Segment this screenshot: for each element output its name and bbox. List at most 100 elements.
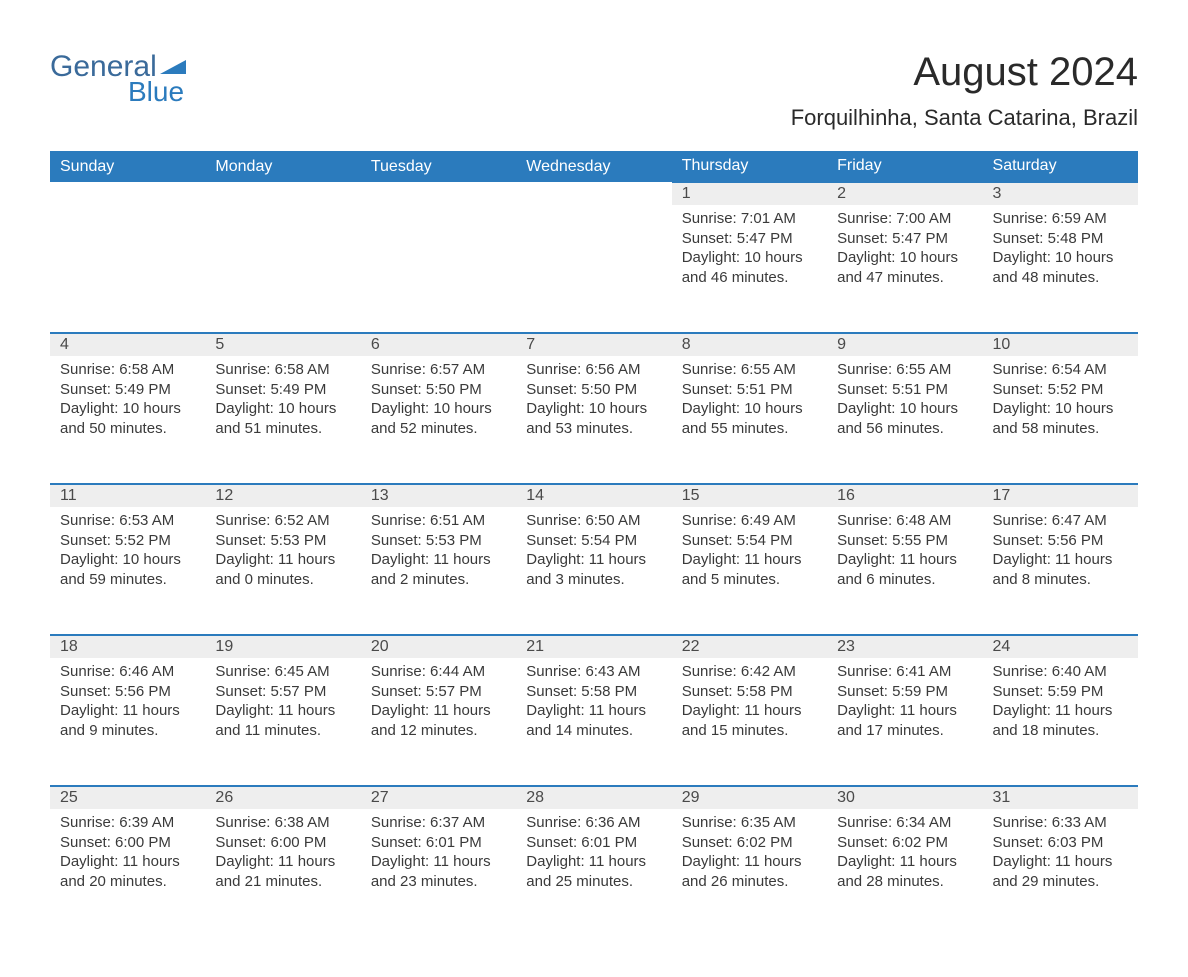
- day-cell: [361, 205, 516, 333]
- sunrise-text: Sunrise: 6:33 AM: [993, 813, 1128, 833]
- daylight-text: Daylight: 11 hours and 8 minutes.: [993, 550, 1128, 589]
- day-number: 11: [50, 484, 205, 507]
- day-number: 16: [827, 484, 982, 507]
- sunrise-text: Sunrise: 6:39 AM: [60, 813, 195, 833]
- sunrise-text: Sunrise: 6:45 AM: [215, 662, 350, 682]
- sunset-text: Sunset: 5:51 PM: [837, 380, 972, 400]
- sunset-text: Sunset: 5:49 PM: [60, 380, 195, 400]
- daylight-text: Daylight: 10 hours and 56 minutes.: [837, 399, 972, 438]
- daylight-text: Daylight: 11 hours and 28 minutes.: [837, 852, 972, 891]
- day-cell: Sunrise: 7:01 AMSunset: 5:47 PMDaylight:…: [672, 205, 827, 333]
- sunrise-text: Sunrise: 6:52 AM: [215, 511, 350, 531]
- sunrise-text: Sunrise: 6:44 AM: [371, 662, 506, 682]
- sunrise-text: Sunrise: 6:40 AM: [993, 662, 1128, 682]
- day-number: 5: [205, 333, 360, 356]
- day-cell: Sunrise: 6:57 AMSunset: 5:50 PMDaylight:…: [361, 356, 516, 484]
- day-number: 8: [672, 333, 827, 356]
- sunset-text: Sunset: 5:51 PM: [682, 380, 817, 400]
- sunrise-text: Sunrise: 6:37 AM: [371, 813, 506, 833]
- sunrise-text: Sunrise: 6:57 AM: [371, 360, 506, 380]
- title-block: August 2024 Forquilhinha, Santa Catarina…: [791, 50, 1138, 131]
- location: Forquilhinha, Santa Catarina, Brazil: [791, 105, 1138, 131]
- day-cell: Sunrise: 6:52 AMSunset: 5:53 PMDaylight:…: [205, 507, 360, 635]
- sunset-text: Sunset: 5:57 PM: [215, 682, 350, 702]
- day-cell: Sunrise: 6:48 AMSunset: 5:55 PMDaylight:…: [827, 507, 982, 635]
- day-number: 13: [361, 484, 516, 507]
- sunset-text: Sunset: 5:53 PM: [215, 531, 350, 551]
- daylight-text: Daylight: 11 hours and 11 minutes.: [215, 701, 350, 740]
- sunrise-text: Sunrise: 6:47 AM: [993, 511, 1128, 531]
- day-cell: Sunrise: 6:58 AMSunset: 5:49 PMDaylight:…: [205, 356, 360, 484]
- daylight-text: Daylight: 10 hours and 53 minutes.: [526, 399, 661, 438]
- day-number: 19: [205, 635, 360, 658]
- daylight-text: Daylight: 11 hours and 23 minutes.: [371, 852, 506, 891]
- sunrise-text: Sunrise: 6:55 AM: [682, 360, 817, 380]
- daylight-text: Daylight: 11 hours and 18 minutes.: [993, 701, 1128, 740]
- sunset-text: Sunset: 6:02 PM: [682, 833, 817, 853]
- daylight-text: Daylight: 10 hours and 51 minutes.: [215, 399, 350, 438]
- daylight-text: Daylight: 11 hours and 21 minutes.: [215, 852, 350, 891]
- sunset-text: Sunset: 5:52 PM: [60, 531, 195, 551]
- sunset-text: Sunset: 5:52 PM: [993, 380, 1128, 400]
- sunrise-text: Sunrise: 6:55 AM: [837, 360, 972, 380]
- daylight-text: Daylight: 11 hours and 0 minutes.: [215, 550, 350, 589]
- sunset-text: Sunset: 5:56 PM: [60, 682, 195, 702]
- sunset-text: Sunset: 5:50 PM: [371, 380, 506, 400]
- weekday-header: Monday: [205, 151, 360, 182]
- sunset-text: Sunset: 5:56 PM: [993, 531, 1128, 551]
- daylight-text: Daylight: 10 hours and 55 minutes.: [682, 399, 817, 438]
- weekday-header: Saturday: [983, 151, 1138, 182]
- day-number: 6: [361, 333, 516, 356]
- sunset-text: Sunset: 5:48 PM: [993, 229, 1128, 249]
- sunset-text: Sunset: 5:59 PM: [993, 682, 1128, 702]
- sunset-text: Sunset: 5:50 PM: [526, 380, 661, 400]
- day-number: 17: [983, 484, 1138, 507]
- sunrise-text: Sunrise: 6:48 AM: [837, 511, 972, 531]
- weekday-header: Wednesday: [516, 151, 671, 182]
- sunset-text: Sunset: 5:47 PM: [682, 229, 817, 249]
- daylight-text: Daylight: 11 hours and 9 minutes.: [60, 701, 195, 740]
- daylight-text: Daylight: 10 hours and 58 minutes.: [993, 399, 1128, 438]
- day-number: 2: [827, 182, 982, 205]
- sunset-text: Sunset: 5:49 PM: [215, 380, 350, 400]
- sunset-text: Sunset: 5:53 PM: [371, 531, 506, 551]
- day-number: 4: [50, 333, 205, 356]
- day-cell: Sunrise: 6:55 AMSunset: 5:51 PMDaylight:…: [827, 356, 982, 484]
- sunset-text: Sunset: 5:58 PM: [682, 682, 817, 702]
- day-cell: Sunrise: 6:40 AMSunset: 5:59 PMDaylight:…: [983, 658, 1138, 786]
- day-number: 14: [516, 484, 671, 507]
- sunset-text: Sunset: 5:54 PM: [682, 531, 817, 551]
- day-number: [516, 182, 671, 205]
- day-content-row: Sunrise: 7:01 AMSunset: 5:47 PMDaylight:…: [50, 205, 1138, 333]
- sunset-text: Sunset: 5:47 PM: [837, 229, 972, 249]
- sunset-text: Sunset: 5:57 PM: [371, 682, 506, 702]
- day-cell: Sunrise: 6:42 AMSunset: 5:58 PMDaylight:…: [672, 658, 827, 786]
- day-content-row: Sunrise: 6:46 AMSunset: 5:56 PMDaylight:…: [50, 658, 1138, 786]
- day-cell: Sunrise: 6:46 AMSunset: 5:56 PMDaylight:…: [50, 658, 205, 786]
- sunrise-text: Sunrise: 6:54 AM: [993, 360, 1128, 380]
- day-number: 24: [983, 635, 1138, 658]
- sunset-text: Sunset: 5:59 PM: [837, 682, 972, 702]
- sunrise-text: Sunrise: 6:43 AM: [526, 662, 661, 682]
- sunrise-text: Sunrise: 6:53 AM: [60, 511, 195, 531]
- day-number: 31: [983, 786, 1138, 809]
- weekday-header: Friday: [827, 151, 982, 182]
- daylight-text: Daylight: 10 hours and 46 minutes.: [682, 248, 817, 287]
- daylight-text: Daylight: 11 hours and 6 minutes.: [837, 550, 972, 589]
- sunset-text: Sunset: 6:01 PM: [526, 833, 661, 853]
- header: General Blue August 2024 Forquilhinha, S…: [50, 50, 1138, 131]
- sunrise-text: Sunrise: 6:35 AM: [682, 813, 817, 833]
- day-number-row: 123: [50, 182, 1138, 205]
- sunrise-text: Sunrise: 6:38 AM: [215, 813, 350, 833]
- day-number: 22: [672, 635, 827, 658]
- sunrise-text: Sunrise: 6:42 AM: [682, 662, 817, 682]
- daylight-text: Daylight: 10 hours and 52 minutes.: [371, 399, 506, 438]
- sunrise-text: Sunrise: 6:58 AM: [215, 360, 350, 380]
- day-number: 23: [827, 635, 982, 658]
- day-number: 25: [50, 786, 205, 809]
- day-cell: Sunrise: 6:53 AMSunset: 5:52 PMDaylight:…: [50, 507, 205, 635]
- day-number: 28: [516, 786, 671, 809]
- sunset-text: Sunset: 6:00 PM: [215, 833, 350, 853]
- day-number: 15: [672, 484, 827, 507]
- day-cell: [205, 205, 360, 333]
